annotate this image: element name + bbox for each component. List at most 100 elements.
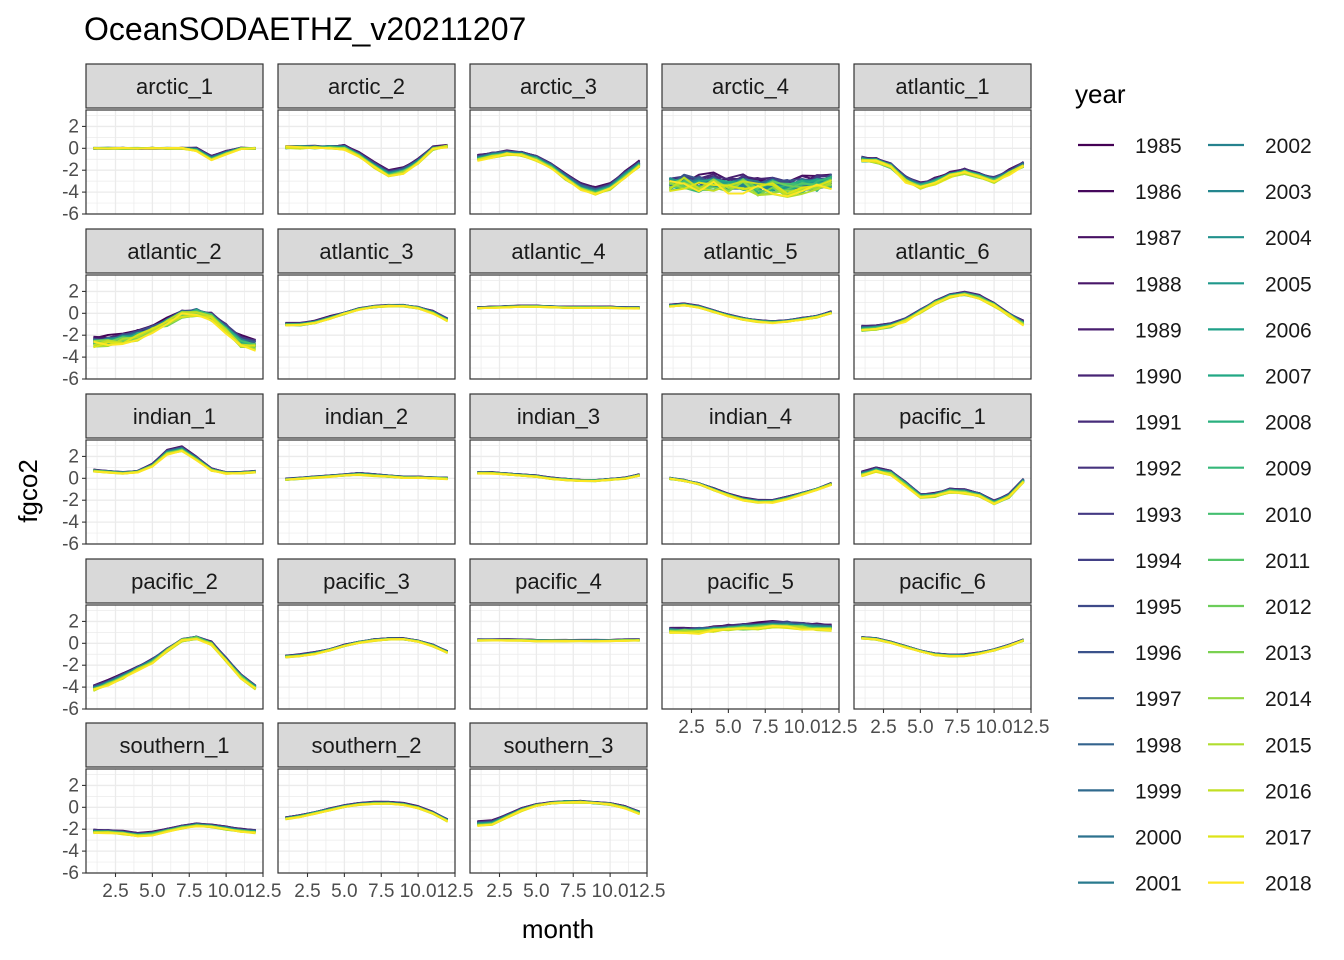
panel-background <box>278 605 455 709</box>
facet-label: atlantic_6 <box>895 239 989 264</box>
legend-item-1993: 1993 <box>1078 504 1182 527</box>
legend-item-1988: 1988 <box>1078 273 1182 296</box>
panel-southern_3: southern_3 2.5 5.0 7.5 10.0 12.5 <box>469 722 666 902</box>
legend-label: 2016 <box>1265 780 1312 803</box>
series-line-2015 <box>669 179 833 198</box>
series-lines <box>669 619 832 635</box>
panel-indian_4: indian_4 <box>661 393 840 545</box>
series-line-2018 <box>285 473 448 481</box>
legend-item-2010: 2010 <box>1208 504 1312 527</box>
y-tick-label: 0 <box>68 468 79 489</box>
facet-label: southern_3 <box>503 733 613 758</box>
panel-border <box>277 604 456 710</box>
facet-strip <box>469 393 648 439</box>
panel-background <box>470 110 647 214</box>
panel-border <box>85 768 264 874</box>
panel-background <box>470 605 647 709</box>
series-lines <box>669 476 832 504</box>
legend-label: 1998 <box>1135 734 1182 757</box>
x-tick-label: 12.5 <box>437 881 474 902</box>
x-tick-label: 12.5 <box>629 881 666 902</box>
y-tick-label: 0 <box>68 633 79 654</box>
series-line-2018 <box>669 304 832 325</box>
facet-strip <box>85 393 264 439</box>
x-tick-label: 10.0 <box>208 881 245 902</box>
x-tick-label: 7.5 <box>752 717 778 738</box>
legend-label: 2009 <box>1265 458 1312 481</box>
chart-title: OceanSODAETHZ_v20211207 <box>84 11 526 47</box>
y-tick-label: 2 <box>68 611 79 632</box>
legend-item-1997: 1997 <box>1078 688 1182 711</box>
legend-item-2016: 2016 <box>1208 780 1312 803</box>
panel-background <box>86 605 263 709</box>
legend-item-1996: 1996 <box>1078 642 1182 665</box>
y-axis-title: fgco2 <box>13 459 43 523</box>
series-lines <box>477 799 640 828</box>
series-line-2018 <box>477 801 640 828</box>
series-line-2018 <box>861 637 1024 658</box>
legend-label: 2014 <box>1265 688 1312 711</box>
legend-item-1994: 1994 <box>1078 550 1182 573</box>
legend-item-1989: 1989 <box>1078 319 1182 342</box>
facet-label: atlantic_4 <box>511 239 605 264</box>
legend-item-2013: 2013 <box>1208 642 1312 665</box>
legend-label: 1991 <box>1135 412 1182 435</box>
series-line-2018 <box>861 159 1025 188</box>
panel-arctic_2: arctic_2 <box>277 63 456 215</box>
series-lines <box>477 149 641 196</box>
panel-background <box>86 110 263 214</box>
y-tick-label: -4 <box>62 841 79 862</box>
series-line-2018 <box>669 477 832 504</box>
legend-label: 2015 <box>1265 734 1312 757</box>
series-line-2018 <box>285 638 448 659</box>
panel-background <box>662 275 839 379</box>
grid <box>86 769 263 874</box>
legend-item-1998: 1998 <box>1078 734 1182 757</box>
legend-label: 2012 <box>1265 596 1312 619</box>
grid <box>470 605 647 710</box>
facet-label: indian_2 <box>325 404 408 429</box>
series-line-2018 <box>669 179 832 198</box>
series-lines <box>92 635 257 692</box>
series-line-2018 <box>861 293 1025 331</box>
x-tick-label: 10.0 <box>976 717 1013 738</box>
facet-strip <box>277 63 456 109</box>
facet-label: pacific_5 <box>707 569 794 594</box>
panel-border <box>277 274 456 380</box>
series-lines <box>93 307 257 352</box>
x-tick-label: 7.5 <box>176 881 202 902</box>
y-tick-label: -2 <box>62 655 79 676</box>
facet-strip <box>85 63 264 109</box>
x-tick-label: 2.5 <box>678 717 704 738</box>
x-tick-label: 5.0 <box>715 717 741 738</box>
panel-arctic_1: arctic_1 20-2-4-6 <box>62 63 264 225</box>
facet-label: southern_1 <box>119 733 229 758</box>
panel-indian_2: indian_2 <box>277 393 456 545</box>
legend-item-2011: 2011 <box>1208 550 1310 573</box>
y-tick-label: -6 <box>62 699 79 720</box>
y-tick-label: -4 <box>62 512 79 533</box>
legend-item-2008: 2008 <box>1208 412 1312 435</box>
panel-atlantic_6: atlantic_6 <box>853 228 1032 380</box>
x-tick-label: 10.0 <box>784 717 821 738</box>
grid <box>470 440 647 545</box>
series-lines <box>477 304 640 310</box>
legend-label: 2003 <box>1265 181 1312 204</box>
panel-border <box>469 109 648 215</box>
panel-atlantic_3: atlantic_3 <box>277 228 456 380</box>
legend-label: 2013 <box>1265 642 1312 665</box>
facet-label: pacific_4 <box>515 569 602 594</box>
panel-southern_2: southern_2 2.5 5.0 7.5 10.0 12.5 <box>277 722 474 902</box>
facet-label: arctic_4 <box>712 74 789 99</box>
panel-border <box>853 604 1032 710</box>
series-lines <box>285 800 449 823</box>
legend-item-1992: 1992 <box>1078 458 1182 481</box>
series-lines <box>285 303 449 327</box>
x-tick-label: 5.0 <box>523 881 549 902</box>
legend-item-1991: 1991 <box>1078 412 1182 435</box>
facet-label: pacific_1 <box>899 404 986 429</box>
panel-border <box>277 768 456 874</box>
panel-background <box>86 769 263 873</box>
y-tick-label: 2 <box>68 446 79 467</box>
